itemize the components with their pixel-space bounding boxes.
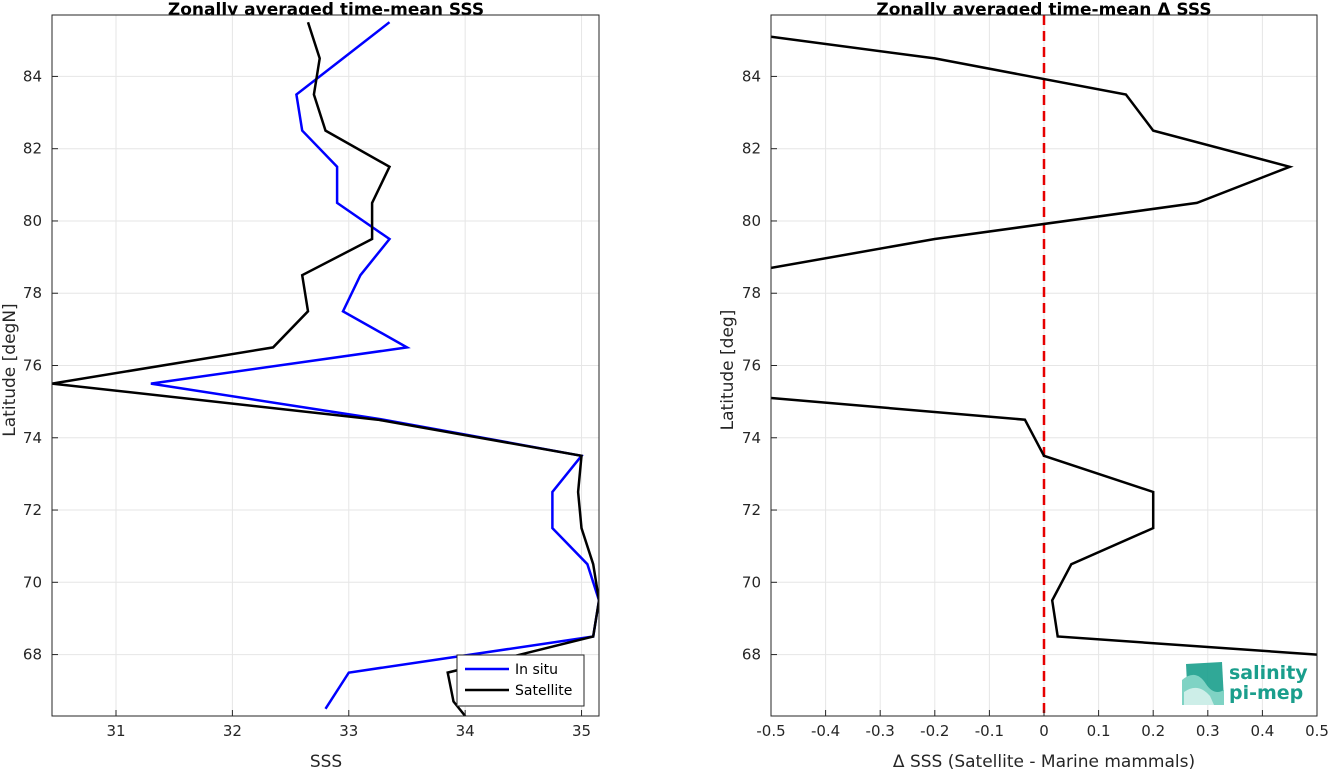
right-chart: Zonally averaged time-mean Δ SSS Δ SSS (… xyxy=(718,0,1329,769)
right-y-tick-label: 70 xyxy=(742,573,761,591)
left-series-line-satellite xyxy=(52,21,599,716)
legend-entry-label: In situ xyxy=(515,662,558,678)
right-x-tick-label: 0.3 xyxy=(1196,722,1220,740)
right-y-tick-label: 82 xyxy=(742,140,761,158)
right-x-tick-label: -0.5 xyxy=(756,722,785,740)
right-x-tick-label: -0.2 xyxy=(920,722,949,740)
right-x-tick-label: 0.5 xyxy=(1305,722,1329,740)
right-x-tick-label: 0.1 xyxy=(1087,722,1111,740)
right-y-tick-label: 74 xyxy=(742,429,761,447)
legend-entry-label: Satellite xyxy=(515,683,572,699)
left-y-tick-label: 68 xyxy=(23,646,42,664)
right-x-tick-label: -0.4 xyxy=(811,722,840,740)
logo-line2: pi-mep xyxy=(1229,682,1303,704)
left-y-tick-label: 72 xyxy=(23,501,42,519)
left-x-tick-label: 31 xyxy=(106,722,125,740)
right-series-line-0-1 xyxy=(771,396,1317,656)
left-x-axis-label: SSS xyxy=(310,752,342,769)
left-x-tick-label: 35 xyxy=(572,722,591,740)
right-y-tick-label: 68 xyxy=(742,646,761,664)
left-y-tick-label: 82 xyxy=(23,140,42,158)
right-y-axis-label: Latitude [deg] xyxy=(718,310,738,431)
right-x-axis-label: Δ SSS (Satellite - Marine mammals) xyxy=(893,752,1195,769)
right-x-tick-label: 0.4 xyxy=(1250,722,1274,740)
right-y-tick-label: 72 xyxy=(742,501,761,519)
right-series-line-0-0 xyxy=(771,35,1294,270)
left-y-tick-label: 70 xyxy=(23,573,42,591)
legend-box xyxy=(456,654,585,707)
left-x-tick-label: 34 xyxy=(456,722,475,740)
logo-line1: salinity xyxy=(1229,662,1308,684)
right-x-tick-label: 0 xyxy=(1039,722,1049,740)
left-legend: In situ Satellite xyxy=(456,654,585,707)
right-y-tick-label: 76 xyxy=(742,357,761,375)
left-y-tick-label: 76 xyxy=(23,357,42,375)
left-y-axis-label: Latitude [degN] xyxy=(0,303,20,436)
left-y-tick-label: 84 xyxy=(23,67,42,85)
right-x-tick-label: -0.3 xyxy=(866,722,895,740)
left-y-tick-label: 80 xyxy=(23,212,42,230)
left-y-tick-label: 78 xyxy=(23,284,42,302)
left-y-tick-label: 74 xyxy=(23,429,42,447)
right-y-tick-label: 80 xyxy=(742,212,761,230)
right-y-tick-label: 78 xyxy=(742,284,761,302)
right-y-tick-label: 84 xyxy=(742,67,761,85)
left-x-tick-label: 33 xyxy=(339,722,358,740)
right-x-tick-label: -0.1 xyxy=(975,722,1004,740)
salinity-pi-mep-logo: salinity pi-mep xyxy=(1182,662,1308,705)
left-x-tick-label: 32 xyxy=(223,722,242,740)
right-x-tick-label: 0.2 xyxy=(1141,722,1165,740)
left-chart: Zonally averaged time-mean SSS SSS Latit… xyxy=(0,0,600,769)
